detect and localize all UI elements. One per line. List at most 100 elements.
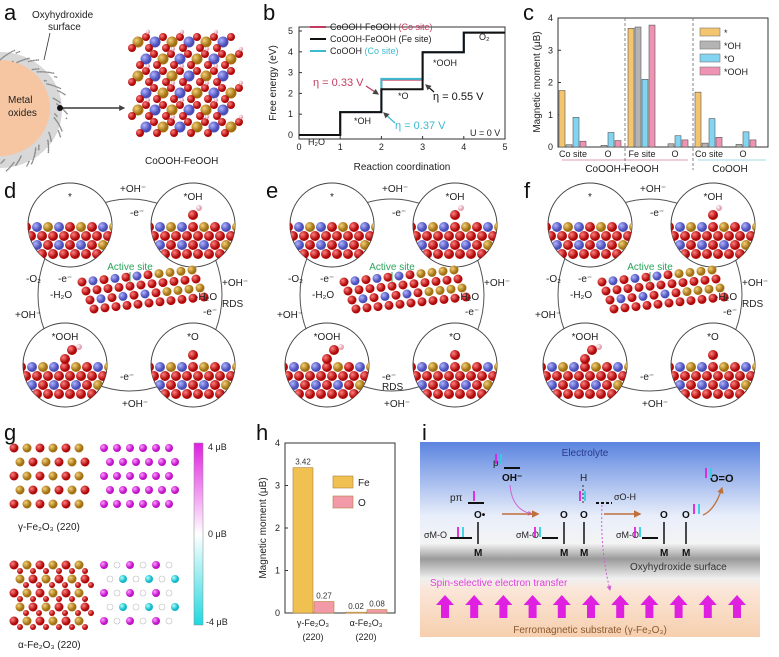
category-label: O [604, 149, 611, 159]
shell-dot [34, 59, 36, 62]
slab-atom [391, 290, 401, 300]
atom [466, 371, 476, 381]
spin-density-empty [158, 575, 166, 583]
atom [226, 389, 235, 399]
slab-atom [89, 304, 99, 314]
oxygen-atom [170, 61, 178, 69]
shell-dot [47, 140, 49, 143]
bar-*O [607, 132, 615, 148]
spin-density [113, 444, 121, 452]
bar-Fe [292, 467, 314, 614]
oxygen-atom [187, 129, 195, 137]
atom [166, 362, 176, 372]
hydrogen-atom [145, 97, 151, 103]
atom [151, 222, 154, 232]
lattice-atom [56, 568, 62, 574]
shell-dot [49, 83, 51, 86]
atom [752, 362, 755, 372]
spin-density-empty [113, 561, 121, 569]
top-electron-label: -e⁻ [130, 208, 144, 219]
atom [349, 240, 359, 250]
atom [741, 380, 751, 390]
active-site-label: Active site [627, 262, 673, 273]
slab-atom [627, 293, 637, 303]
shell-dot [13, 161, 15, 164]
metal-atom [183, 36, 195, 48]
x-tick-label: 2 [379, 142, 384, 152]
atom [580, 380, 590, 390]
atom [591, 380, 601, 390]
slab-atom [165, 267, 175, 277]
atom [54, 371, 64, 381]
spin-density [152, 561, 160, 569]
atom [713, 231, 723, 241]
lattice-atom [17, 568, 23, 574]
legend-label: *OOH [724, 67, 748, 77]
atom [623, 249, 632, 259]
shell-dot [35, 59, 38, 61]
metal-atom [166, 70, 178, 82]
atom [730, 362, 740, 372]
atom [596, 222, 606, 232]
slab-atom [147, 279, 157, 289]
shell-dot [26, 57, 29, 60]
lattice-atom [17, 624, 23, 630]
hydrogen-atom [238, 46, 244, 52]
atom [433, 231, 443, 241]
atom [439, 222, 449, 232]
atom [23, 362, 26, 372]
atom [602, 362, 612, 372]
slab-atom [199, 292, 209, 302]
atom [547, 380, 557, 390]
metal-atom [208, 87, 220, 99]
atom [439, 362, 449, 372]
shell-dot [18, 157, 21, 160]
lattice-atom [15, 574, 25, 584]
atom [634, 249, 644, 259]
atom [724, 249, 734, 259]
category-label: Fe site [628, 149, 655, 159]
spin-up-arrow-icon [552, 595, 571, 618]
atom [376, 249, 386, 259]
shell-dot [57, 100, 60, 103]
slab-atom [413, 288, 423, 298]
atom [177, 222, 187, 232]
top-electron-label: -e⁻ [650, 208, 664, 219]
atom [289, 362, 299, 372]
lattice-atom [56, 624, 62, 630]
shell-dot [13, 49, 16, 52]
cycle-path [557, 198, 743, 392]
spin-density [165, 472, 173, 480]
atom [54, 222, 64, 232]
metal-atom [208, 121, 220, 133]
spin-density [126, 589, 134, 597]
spin-density [113, 472, 121, 480]
slab-atom [195, 283, 205, 293]
left-h2o-label: -H₂O [50, 290, 72, 301]
atom [210, 380, 220, 390]
eta-fe-site: η = 0.55 V [433, 91, 484, 103]
atom [160, 389, 170, 399]
atom [311, 380, 321, 390]
atom [461, 362, 471, 372]
shell-dot [34, 152, 36, 155]
atom [494, 240, 497, 250]
slab-atom [446, 284, 456, 294]
spin-transfer-label: Spin-selective electron transfer [430, 578, 568, 589]
shell-dot [34, 68, 37, 70]
slab-atom [373, 302, 383, 312]
atom [71, 380, 81, 390]
panel-g: γ-Fe₂O₃ (220) α-Fe₂O₃ (220) 4 μB 0 μB -4… [9, 442, 228, 651]
atom [746, 249, 755, 259]
atom [752, 222, 755, 232]
metal-atom [140, 121, 152, 133]
atom [60, 362, 70, 372]
x-tick-label: 5 [502, 142, 507, 152]
adsorbed-oxygen [60, 354, 70, 364]
oxygen-atom [213, 78, 221, 86]
spin-density [126, 472, 134, 480]
atom [76, 371, 86, 381]
oxygen-atom [153, 61, 161, 69]
atom [299, 231, 309, 241]
atom [32, 389, 42, 399]
